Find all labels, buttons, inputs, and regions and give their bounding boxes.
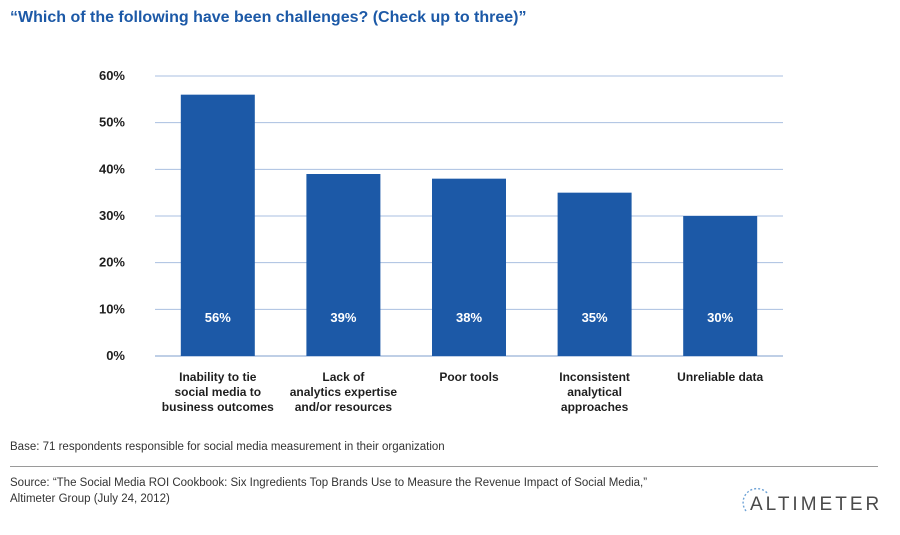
bars — [180, 94, 758, 357]
y-tick-label: 50% — [99, 115, 125, 130]
altimeter-logo: ALTIMETER — [738, 483, 888, 523]
source-line-2: Altimeter Group (July 24, 2012) — [10, 493, 170, 505]
bar-value-label: 39% — [330, 310, 356, 325]
logo-arc-icon — [742, 487, 769, 512]
y-tick-label: 60% — [99, 68, 125, 83]
category-label: Unreliable data — [677, 370, 763, 384]
bar-value-label: 56% — [205, 310, 231, 325]
base-note: Base: 71 respondents responsible for soc… — [10, 441, 445, 453]
y-tick-label: 30% — [99, 208, 125, 223]
logo-text: ALTIMETER — [750, 494, 883, 515]
y-tick-label: 10% — [99, 301, 125, 316]
bar — [306, 174, 381, 356]
bar-value-label: 38% — [456, 310, 482, 325]
value-labels: 56% 39% 38% 35% 30% — [205, 310, 734, 325]
category-label: Poor tools — [439, 370, 499, 384]
bar — [432, 178, 506, 356]
bar — [180, 94, 255, 357]
y-tick-label: 0% — [106, 348, 125, 363]
category-label: Lack of analytics expertise and/or resourc… — [290, 370, 398, 414]
category-labels: Inability to tie social media to business … — [162, 370, 764, 414]
bar-value-label: 30% — [707, 310, 733, 325]
category-label: Inability to tie social media to business … — [162, 370, 274, 414]
bar-value-label: 35% — [582, 310, 608, 325]
y-tick-label: 40% — [99, 161, 125, 176]
bar — [683, 216, 758, 356]
y-tick-label: 20% — [99, 255, 125, 270]
source-note: Source: “The Social Media ROI Cookbook: … — [10, 475, 647, 507]
source-line-1: Source: “The Social Media ROI Cookbook: … — [10, 477, 648, 489]
category-label: Inconsistent analytical approaches — [559, 370, 630, 414]
bar-chart: 0% 10% 20% 30% 40% 50% 60% 56% 39% 38% 35% 30% Ina… — [99, 68, 783, 414]
y-axis-ticks: 0% 10% 20% 30% 40% 50% 60% — [99, 68, 125, 363]
footer-divider — [10, 466, 878, 467]
chart-title: “Which of the following have been challe… — [10, 9, 527, 26]
bar — [557, 192, 632, 356]
